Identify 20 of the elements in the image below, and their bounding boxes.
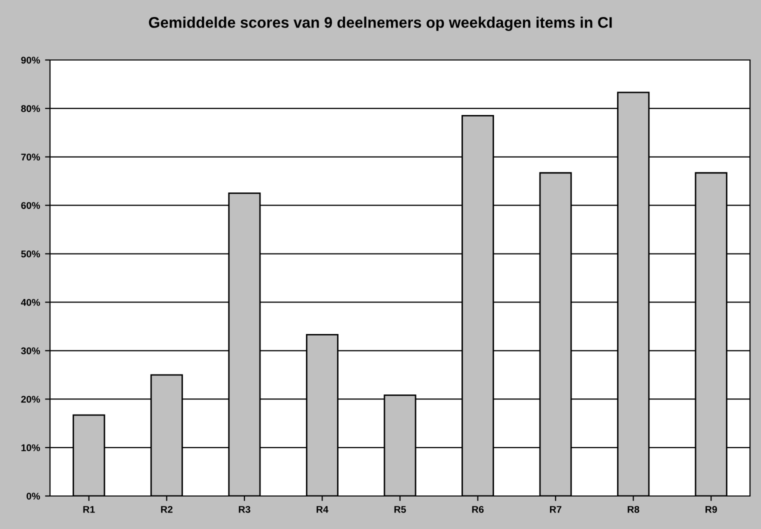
y-tick-label: 50% [21,250,40,258]
y-tick-label: 80% [21,105,40,112]
x-tick-label: R5 [394,506,406,513]
y-tick-label: 40% [20,298,40,306]
y-tick-label: 0% [26,492,40,500]
x-tick-label: R8 [628,506,640,513]
chart-title: Gemiddelde scores van 9 deelnemers op weekdagen items in CI [148,16,612,31]
x-tick-label: R7 [550,506,562,513]
y-tick-label: 90% [21,56,40,64]
x-tick-label: R4 [316,506,328,513]
x-tick-label: R9 [706,506,717,513]
x-tick-label: R1 [83,506,95,513]
y-tick-label: 10% [21,444,40,452]
y-tick-label: 60% [21,202,40,209]
y-tick-label: 70% [21,154,40,161]
y-tick-label: 20% [21,396,40,403]
x-tick-label: R6 [472,506,484,513]
x-tick-label: R3 [238,506,250,513]
y-tick-label: 30% [21,347,40,354]
x-tick-label: R2 [161,506,172,513]
